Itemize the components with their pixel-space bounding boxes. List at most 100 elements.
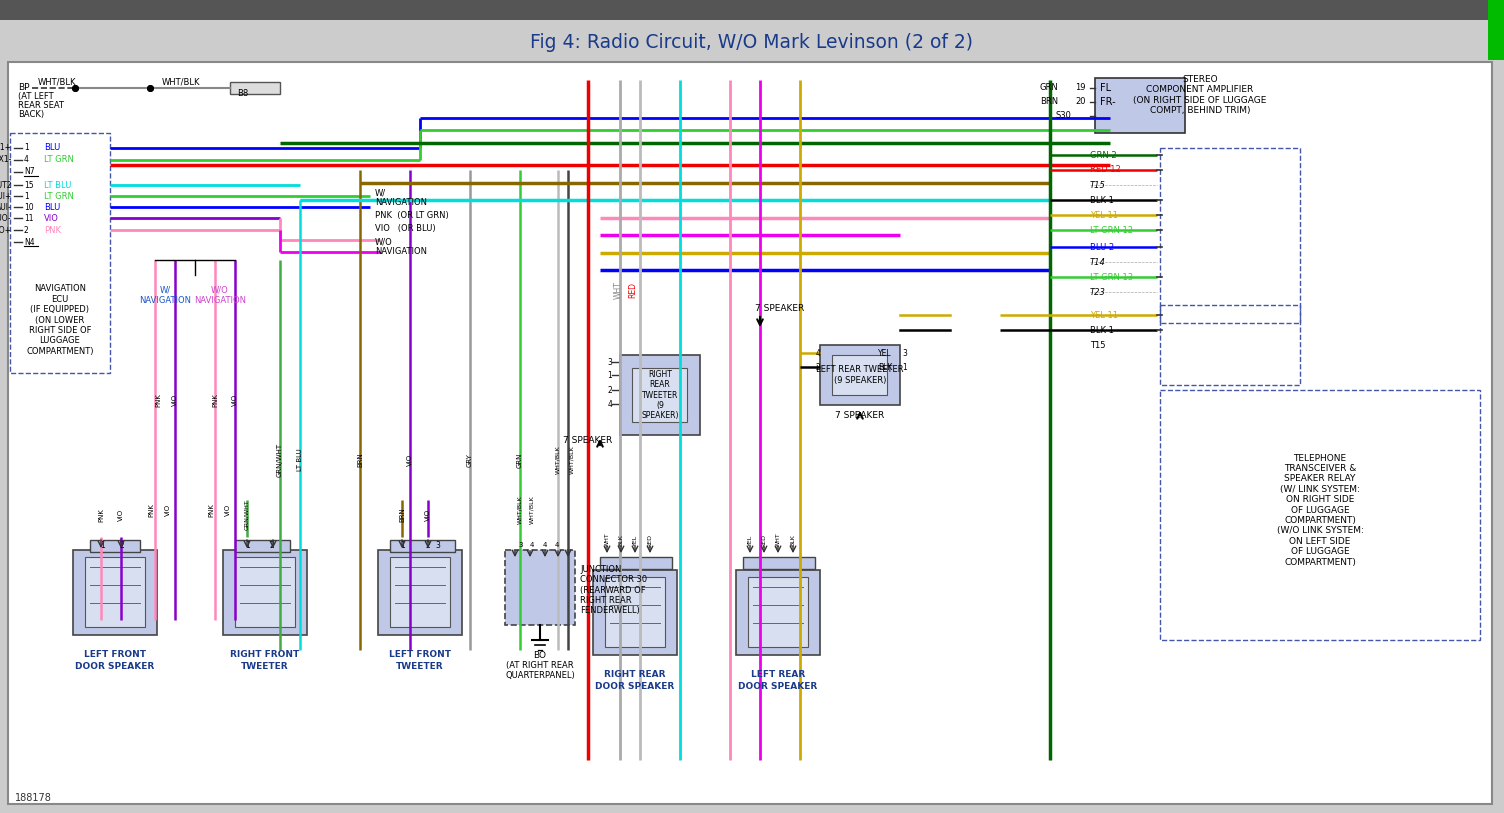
Text: 10: 10 bbox=[24, 202, 33, 211]
Text: BLK: BLK bbox=[791, 534, 796, 546]
Text: LEFT FRONT: LEFT FRONT bbox=[84, 650, 146, 659]
Text: PNK: PNK bbox=[208, 503, 214, 517]
Text: 4: 4 bbox=[543, 542, 547, 548]
Bar bbox=[600, 557, 672, 569]
Text: GRN 2: GRN 2 bbox=[1090, 150, 1116, 159]
Text: NAVIGATION
ECU
(IF EQUIPPED)
(ON LOWER
RIGHT SIDE OF
LUGGAGE
COMPARTMENT): NAVIGATION ECU (IF EQUIPPED) (ON LOWER R… bbox=[26, 285, 93, 356]
Text: VIO: VIO bbox=[408, 454, 414, 466]
Text: PNK: PNK bbox=[212, 393, 218, 407]
Text: LEFT REAR TWEETER
(9 SPEAKER): LEFT REAR TWEETER (9 SPEAKER) bbox=[817, 365, 904, 385]
Text: AUI+: AUI+ bbox=[0, 192, 12, 201]
Bar bbox=[223, 550, 307, 635]
Text: MUT2: MUT2 bbox=[0, 180, 12, 189]
Text: RIGHT
REAR
TWEETER
(9
SPEAKER): RIGHT REAR TWEETER (9 SPEAKER) bbox=[641, 370, 678, 420]
Text: DOOR SPEAKER: DOOR SPEAKER bbox=[75, 662, 155, 671]
Text: STEREO
COMPONENT AMPLIFIER
(ON RIGHT SIDE OF LUGGAGE
COMPT, BEHIND TRIM): STEREO COMPONENT AMPLIFIER (ON RIGHT SID… bbox=[1134, 75, 1266, 115]
Bar bbox=[378, 550, 462, 635]
Text: FL: FL bbox=[1099, 83, 1111, 93]
Text: 1: 1 bbox=[99, 541, 105, 550]
Text: GRN: GRN bbox=[517, 452, 523, 467]
Text: GRN/WHT: GRN/WHT bbox=[277, 443, 283, 477]
Bar bbox=[593, 570, 677, 655]
Text: TX1+: TX1+ bbox=[0, 144, 12, 153]
Text: W/O: W/O bbox=[211, 285, 229, 294]
Text: RED: RED bbox=[629, 282, 638, 298]
Bar bbox=[235, 540, 290, 552]
Text: T14: T14 bbox=[1090, 258, 1105, 267]
Bar bbox=[832, 355, 887, 395]
Text: TWEETER: TWEETER bbox=[396, 662, 444, 671]
Text: 7 SPEAKER: 7 SPEAKER bbox=[835, 411, 884, 420]
Bar bbox=[86, 557, 144, 627]
Text: WHT/BLK: WHT/BLK bbox=[517, 496, 522, 524]
Text: PNK: PNK bbox=[44, 225, 62, 234]
Text: LT BLU: LT BLU bbox=[296, 449, 302, 472]
Text: BRN: BRN bbox=[356, 453, 362, 467]
Text: NAVIGATION: NAVIGATION bbox=[138, 295, 191, 305]
Bar bbox=[74, 550, 156, 635]
Text: W/: W/ bbox=[159, 285, 170, 294]
Text: 1: 1 bbox=[245, 541, 250, 550]
Text: JUNCTION
CONNECTOR 30
(REARWARD OF
RIGHT REAR
FENDERWELL): JUNCTION CONNECTOR 30 (REARWARD OF RIGHT… bbox=[581, 565, 647, 615]
Text: 3: 3 bbox=[435, 541, 439, 550]
Text: RIGHT REAR: RIGHT REAR bbox=[605, 670, 666, 679]
Text: RED: RED bbox=[761, 533, 767, 546]
Text: VIO: VIO bbox=[426, 509, 432, 521]
Text: 4: 4 bbox=[529, 542, 534, 548]
Text: DOOR SPEAKER: DOOR SPEAKER bbox=[596, 682, 675, 691]
Text: VIO   (OR BLU): VIO (OR BLU) bbox=[374, 224, 436, 233]
Text: DOOR SPEAKER: DOOR SPEAKER bbox=[738, 682, 818, 691]
Text: LEFT FRONT: LEFT FRONT bbox=[390, 650, 451, 659]
Text: FR-: FR- bbox=[1099, 97, 1116, 107]
Text: N7: N7 bbox=[24, 167, 35, 176]
Text: (AT LEFT: (AT LEFT bbox=[18, 93, 54, 102]
Text: TELEPHONE
TRANSCEIVER &
SPEAKER RELAY
(W/ LINK SYSTEM:
ON RIGHT SIDE
OF LUGGAGE
: TELEPHONE TRANSCEIVER & SPEAKER RELAY (W… bbox=[1277, 454, 1364, 567]
Text: LT GRN 13: LT GRN 13 bbox=[1090, 272, 1133, 281]
Text: VIO: VIO bbox=[165, 504, 171, 516]
Text: TX1-: TX1- bbox=[0, 155, 12, 164]
Text: 1: 1 bbox=[24, 144, 29, 153]
Text: T23: T23 bbox=[1090, 288, 1105, 297]
Text: VIO: VIO bbox=[117, 509, 123, 521]
Bar bbox=[605, 577, 665, 647]
Text: 20: 20 bbox=[1075, 98, 1086, 107]
Text: LT GRN: LT GRN bbox=[44, 155, 74, 164]
Text: 19: 19 bbox=[1075, 84, 1086, 93]
Bar bbox=[90, 540, 140, 552]
Text: GRN/WHT: GRN/WHT bbox=[245, 500, 250, 530]
Text: PNK: PNK bbox=[98, 508, 104, 522]
Bar bbox=[11, 133, 110, 373]
Text: BLU: BLU bbox=[44, 202, 60, 211]
Text: 3: 3 bbox=[517, 542, 522, 548]
Text: 3: 3 bbox=[902, 349, 907, 358]
Text: AUO-: AUO- bbox=[0, 214, 12, 223]
Text: LT BLU: LT BLU bbox=[44, 180, 71, 189]
Text: 1: 1 bbox=[400, 541, 405, 550]
Bar bbox=[735, 570, 820, 655]
Text: 1: 1 bbox=[608, 371, 612, 380]
Text: 2: 2 bbox=[24, 225, 29, 234]
Text: NAVIGATION: NAVIGATION bbox=[194, 295, 247, 305]
Text: 15: 15 bbox=[24, 180, 33, 189]
Text: VIO: VIO bbox=[171, 394, 177, 406]
Text: QUARTERPANEL): QUARTERPANEL) bbox=[505, 671, 575, 680]
Text: AUO+: AUO+ bbox=[0, 225, 12, 234]
Bar bbox=[620, 355, 699, 435]
Text: BLU 2: BLU 2 bbox=[1090, 242, 1114, 251]
Text: AUI-: AUI- bbox=[0, 202, 12, 211]
Text: 2: 2 bbox=[426, 541, 430, 550]
Bar bbox=[1095, 78, 1185, 133]
Text: 2: 2 bbox=[271, 541, 275, 550]
Text: YEL: YEL bbox=[747, 534, 752, 546]
Text: GRY: GRY bbox=[468, 453, 472, 467]
Bar bbox=[230, 82, 280, 94]
Text: BP: BP bbox=[18, 84, 30, 93]
Text: PNK: PNK bbox=[147, 503, 153, 517]
Text: WHT/BLK: WHT/BLK bbox=[529, 496, 534, 524]
Text: TWEETER: TWEETER bbox=[241, 662, 289, 671]
Bar bbox=[390, 540, 456, 552]
Text: NAVIGATION: NAVIGATION bbox=[374, 246, 427, 255]
Bar bbox=[632, 368, 687, 422]
Text: T15: T15 bbox=[1090, 341, 1105, 350]
Text: BO: BO bbox=[534, 650, 546, 659]
